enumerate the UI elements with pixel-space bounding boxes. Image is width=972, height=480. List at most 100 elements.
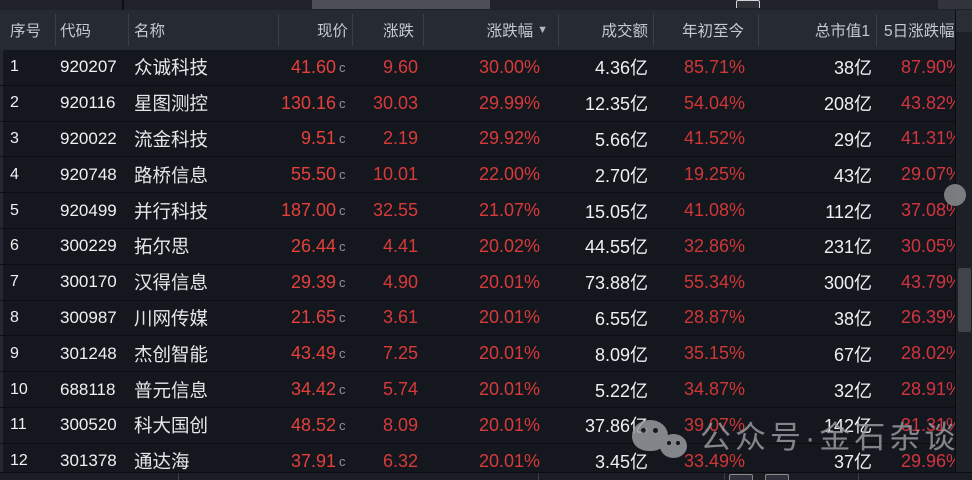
change-percent-value: 20.01%	[478, 414, 540, 435]
turnover-value: 5.22亿	[594, 380, 648, 401]
column-header-change[interactable]: 涨跌	[382, 23, 414, 40]
change-percent-value: 29.92%	[478, 128, 540, 149]
stock-code: 920499	[60, 200, 117, 220]
turnover-value: 37.86亿	[584, 416, 648, 437]
scroll-drag-handle[interactable]	[944, 184, 966, 206]
five-day-percent-value: 37.08%	[900, 200, 962, 221]
price-value: 130.16	[280, 92, 336, 113]
column-header-five-day[interactable]: 5日涨跌幅	[884, 23, 955, 40]
header-divider	[423, 14, 424, 46]
row-index: 10	[10, 380, 28, 398]
turnover-value: 4.36亿	[594, 58, 648, 79]
price-flag: c	[339, 382, 346, 398]
header-divider	[352, 14, 353, 46]
change-value: 10.01	[372, 164, 418, 185]
vertical-scrollbar[interactable]	[955, 10, 972, 480]
table-row[interactable]: 8 300987 川网传媒 21.65 c 3.61 20.01% 6.55亿 …	[0, 300, 972, 337]
column-header-seq[interactable]: 序号	[10, 23, 42, 40]
column-header-name[interactable]: 名称	[134, 23, 166, 40]
ytd-percent-value: 41.52%	[683, 128, 745, 149]
scrollbar-thumb[interactable]	[958, 268, 971, 332]
row-index: 9	[10, 344, 19, 362]
price-flag: c	[339, 167, 346, 183]
table-row[interactable]: 4 920748 路桥信息 55.50 c 10.01 22.00% 2.70亿…	[0, 157, 972, 194]
market-cap-value: 29亿	[833, 129, 872, 150]
table-row[interactable]: 2 920116 星图测控 130.16 c 30.03 29.99% 12.3…	[0, 85, 972, 122]
turnover-value: 6.55亿	[594, 308, 648, 329]
header-divider	[758, 14, 759, 46]
sort-desc-icon[interactable]: ▼	[537, 24, 548, 36]
price-value: 29.39	[290, 271, 336, 292]
stock-code: 301248	[60, 343, 117, 363]
bottom-divider	[858, 473, 859, 480]
stock-code: 920748	[60, 164, 117, 184]
price-flag: c	[339, 453, 346, 469]
table-row[interactable]: 7 300170 汉得信息 29.39 c 4.90 20.01% 73.88亿…	[0, 264, 972, 301]
change-value: 6.32	[382, 450, 418, 471]
header-divider	[653, 14, 654, 46]
ytd-percent-value: 28.87%	[683, 307, 745, 328]
row-index: 7	[10, 273, 19, 291]
ytd-percent-value: 39.07%	[683, 414, 745, 435]
column-header-price[interactable]: 现价	[316, 23, 348, 40]
table-body: 1 920207 众诚科技 41.60 c 9.60 30.00% 4.36亿 …	[0, 50, 972, 480]
five-day-percent-value: 43.79%	[900, 271, 962, 292]
turnover-value: 73.88亿	[584, 273, 648, 294]
market-cap-value: 38亿	[833, 308, 872, 329]
change-percent-value: 22.00%	[478, 164, 540, 185]
ytd-percent-value: 35.15%	[683, 343, 745, 364]
price-value: 21.65	[290, 307, 336, 328]
column-header-code[interactable]: 代码	[60, 23, 92, 40]
table-row[interactable]: 5 920499 并行科技 187.00 c 32.55 21.07% 15.0…	[0, 193, 972, 229]
toolbar-segment	[312, 0, 490, 9]
stock-name: 杰创智能	[134, 343, 209, 365]
stock-name: 汉得信息	[134, 272, 209, 294]
table-row[interactable]: 10 688118 普元信息 34.42 c 5.74 20.01% 5.22亿…	[0, 372, 972, 408]
market-cap-value: 67亿	[833, 344, 872, 365]
stock-name: 通达海	[134, 451, 190, 473]
price-value: 9.51	[300, 128, 336, 149]
toolbar-button[interactable]	[736, 0, 760, 8]
stock-code: 920022	[60, 128, 117, 148]
turnover-value: 12.35亿	[584, 94, 648, 115]
table-row[interactable]: 3 920022 流金科技 9.51 c 2.19 29.92% 5.66亿 4…	[0, 121, 972, 158]
change-percent-value: 20.01%	[478, 271, 540, 292]
change-percent-value: 20.01%	[478, 307, 540, 328]
table-row[interactable]: 1 920207 众诚科技 41.60 c 9.60 30.00% 4.36亿 …	[0, 50, 972, 86]
header-divider	[55, 14, 56, 46]
market-cap-value: 37亿	[833, 452, 872, 473]
five-day-percent-value: 28.02%	[900, 343, 962, 364]
five-day-percent-value: 29.96%	[900, 450, 962, 471]
price-value: 41.60	[290, 56, 336, 77]
change-percent-value: 20.01%	[478, 450, 540, 471]
bottom-button[interactable]	[729, 474, 753, 480]
table-row[interactable]: 11 300520 科大国创 48.52 c 8.09 20.01% 37.86…	[0, 407, 972, 444]
change-value: 8.09	[382, 414, 418, 435]
five-day-percent-value: 28.91%	[900, 379, 962, 400]
stock-code: 300987	[60, 307, 117, 327]
stock-name: 流金科技	[134, 128, 209, 150]
ytd-percent-value: 54.04%	[683, 92, 745, 113]
bottom-button[interactable]	[765, 474, 789, 480]
change-value: 4.90	[382, 271, 418, 292]
price-flag: c	[339, 59, 346, 75]
stock-code: 688118	[60, 379, 116, 399]
stock-name: 并行科技	[134, 200, 209, 222]
column-header-change-percent[interactable]: 涨跌幅 ▼	[408, 10, 548, 50]
five-day-percent-value: 31.31%	[900, 414, 962, 435]
market-cap-value: 231亿	[823, 237, 872, 258]
ytd-percent-value: 34.87%	[683, 379, 745, 400]
ytd-percent-value: 85.71%	[683, 56, 745, 77]
table-row[interactable]: 6 300229 拓尔思 26.44 c 4.41 20.02% 44.55亿 …	[0, 228, 972, 265]
column-header-ytd[interactable]: 年初至今	[681, 23, 744, 40]
column-header-market-cap[interactable]: 总市值1	[814, 23, 870, 40]
ytd-percent-value: 32.86%	[683, 235, 745, 256]
table-row[interactable]: 9 301248 杰创智能 43.49 c 7.25 20.01% 8.09亿 …	[0, 336, 972, 373]
column-header-turnover[interactable]: 成交额	[601, 23, 648, 40]
stock-name: 普元信息	[134, 379, 209, 401]
scrollbar-top-button[interactable]	[956, 10, 972, 32]
row-index: 6	[10, 237, 19, 255]
price-value: 37.91	[290, 450, 336, 471]
row-index: 8	[10, 308, 19, 326]
stock-code: 300170	[60, 272, 117, 292]
